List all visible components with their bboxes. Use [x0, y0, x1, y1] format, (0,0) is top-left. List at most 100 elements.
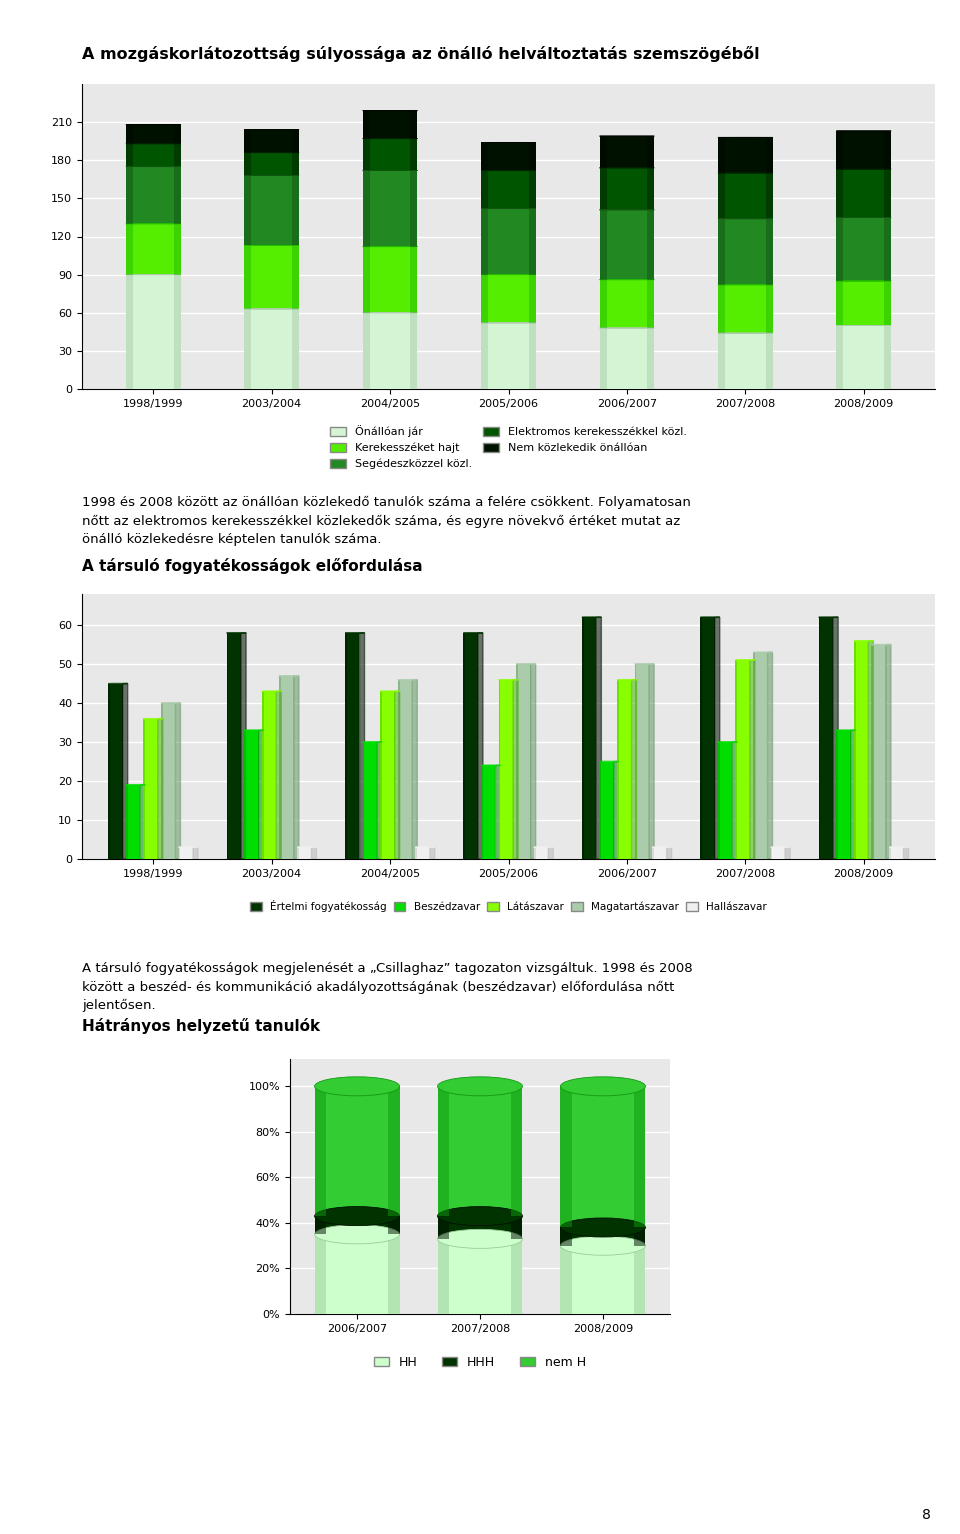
- Polygon shape: [294, 676, 299, 859]
- Bar: [599, 279, 607, 328]
- Bar: [438, 1239, 448, 1315]
- Bar: [410, 313, 418, 390]
- Ellipse shape: [561, 1236, 645, 1255]
- Bar: [416, 847, 430, 859]
- Bar: [599, 761, 601, 859]
- Bar: [771, 847, 773, 859]
- Bar: [143, 719, 157, 859]
- Bar: [718, 138, 773, 173]
- Bar: [599, 328, 655, 390]
- Text: A társuló fogyatékosságok előfordulása: A társuló fogyatékosságok előfordulása: [82, 558, 422, 574]
- Bar: [534, 847, 548, 859]
- Ellipse shape: [315, 1304, 399, 1324]
- Bar: [836, 730, 851, 859]
- Polygon shape: [377, 742, 382, 859]
- Bar: [700, 617, 715, 859]
- Bar: [244, 152, 252, 175]
- Bar: [363, 138, 370, 170]
- Bar: [582, 617, 596, 859]
- Bar: [481, 765, 495, 859]
- Bar: [174, 167, 180, 224]
- Bar: [647, 328, 655, 390]
- Bar: [753, 652, 767, 859]
- Bar: [174, 224, 180, 275]
- Bar: [718, 219, 725, 285]
- Bar: [771, 847, 785, 859]
- Bar: [315, 1235, 399, 1315]
- Bar: [561, 1086, 645, 1227]
- Bar: [647, 210, 655, 279]
- Bar: [481, 275, 489, 324]
- Bar: [126, 224, 180, 275]
- Bar: [718, 138, 725, 173]
- Bar: [647, 137, 655, 167]
- Bar: [244, 152, 300, 175]
- Bar: [292, 130, 300, 152]
- Bar: [766, 333, 773, 390]
- Bar: [853, 641, 868, 859]
- Polygon shape: [478, 634, 483, 859]
- Bar: [410, 247, 418, 313]
- Polygon shape: [140, 785, 145, 859]
- Bar: [635, 1227, 645, 1246]
- Bar: [292, 245, 300, 308]
- Bar: [635, 664, 636, 859]
- Polygon shape: [632, 680, 636, 859]
- Bar: [481, 209, 489, 275]
- Bar: [652, 847, 666, 859]
- Polygon shape: [430, 847, 435, 859]
- Bar: [512, 1216, 522, 1239]
- Bar: [227, 634, 228, 859]
- Bar: [244, 730, 246, 859]
- Bar: [836, 281, 891, 325]
- Bar: [561, 1227, 571, 1246]
- Legend: HH, HHH, nem H: HH, HHH, nem H: [369, 1351, 591, 1374]
- Bar: [481, 209, 536, 275]
- Bar: [718, 333, 773, 390]
- Bar: [599, 328, 607, 390]
- Bar: [244, 175, 252, 245]
- Bar: [108, 684, 123, 859]
- Ellipse shape: [315, 1207, 399, 1226]
- Bar: [561, 1246, 571, 1315]
- Ellipse shape: [438, 1229, 522, 1249]
- Bar: [161, 703, 163, 859]
- Polygon shape: [548, 847, 553, 859]
- Legend: Önállóan jár, Kerekesszéket hajt, Segédeszközzel közl., Elektromos kerekesszékke: Önállóan jár, Kerekesszéket hajt, Segéde…: [330, 425, 686, 469]
- Bar: [599, 137, 607, 167]
- Bar: [481, 170, 536, 209]
- Bar: [363, 247, 370, 313]
- Bar: [718, 219, 773, 285]
- Bar: [292, 175, 300, 245]
- Text: A mozgáskorlátozottság súlyossága az önálló helváltoztatás szemszögéből: A mozgáskorlátozottság súlyossága az öná…: [82, 46, 759, 61]
- Bar: [635, 1246, 645, 1315]
- Bar: [599, 210, 607, 279]
- Bar: [735, 660, 750, 859]
- Bar: [244, 130, 300, 152]
- Bar: [884, 218, 891, 281]
- Bar: [481, 143, 489, 170]
- Bar: [718, 173, 725, 219]
- Bar: [179, 847, 193, 859]
- Polygon shape: [785, 847, 790, 859]
- Polygon shape: [732, 742, 737, 859]
- Bar: [735, 660, 737, 859]
- Bar: [363, 110, 418, 138]
- Polygon shape: [613, 761, 619, 859]
- Bar: [718, 742, 720, 859]
- Bar: [529, 170, 536, 209]
- Bar: [766, 138, 773, 173]
- Bar: [836, 169, 891, 218]
- Polygon shape: [851, 730, 855, 859]
- Bar: [279, 676, 294, 859]
- Bar: [718, 285, 773, 333]
- Polygon shape: [531, 664, 536, 859]
- Bar: [363, 138, 418, 170]
- Polygon shape: [513, 680, 518, 859]
- Bar: [416, 847, 418, 859]
- Bar: [262, 692, 276, 859]
- Bar: [126, 224, 133, 275]
- Bar: [819, 617, 821, 859]
- Bar: [179, 847, 180, 859]
- Bar: [174, 124, 180, 144]
